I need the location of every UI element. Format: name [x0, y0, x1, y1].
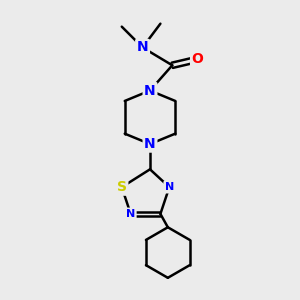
Text: N: N	[165, 182, 174, 192]
Text: O: O	[192, 52, 203, 66]
Text: N: N	[144, 137, 156, 151]
Text: N: N	[137, 40, 148, 55]
Text: N: N	[126, 209, 135, 219]
Text: S: S	[117, 180, 127, 194]
Text: N: N	[144, 84, 156, 98]
